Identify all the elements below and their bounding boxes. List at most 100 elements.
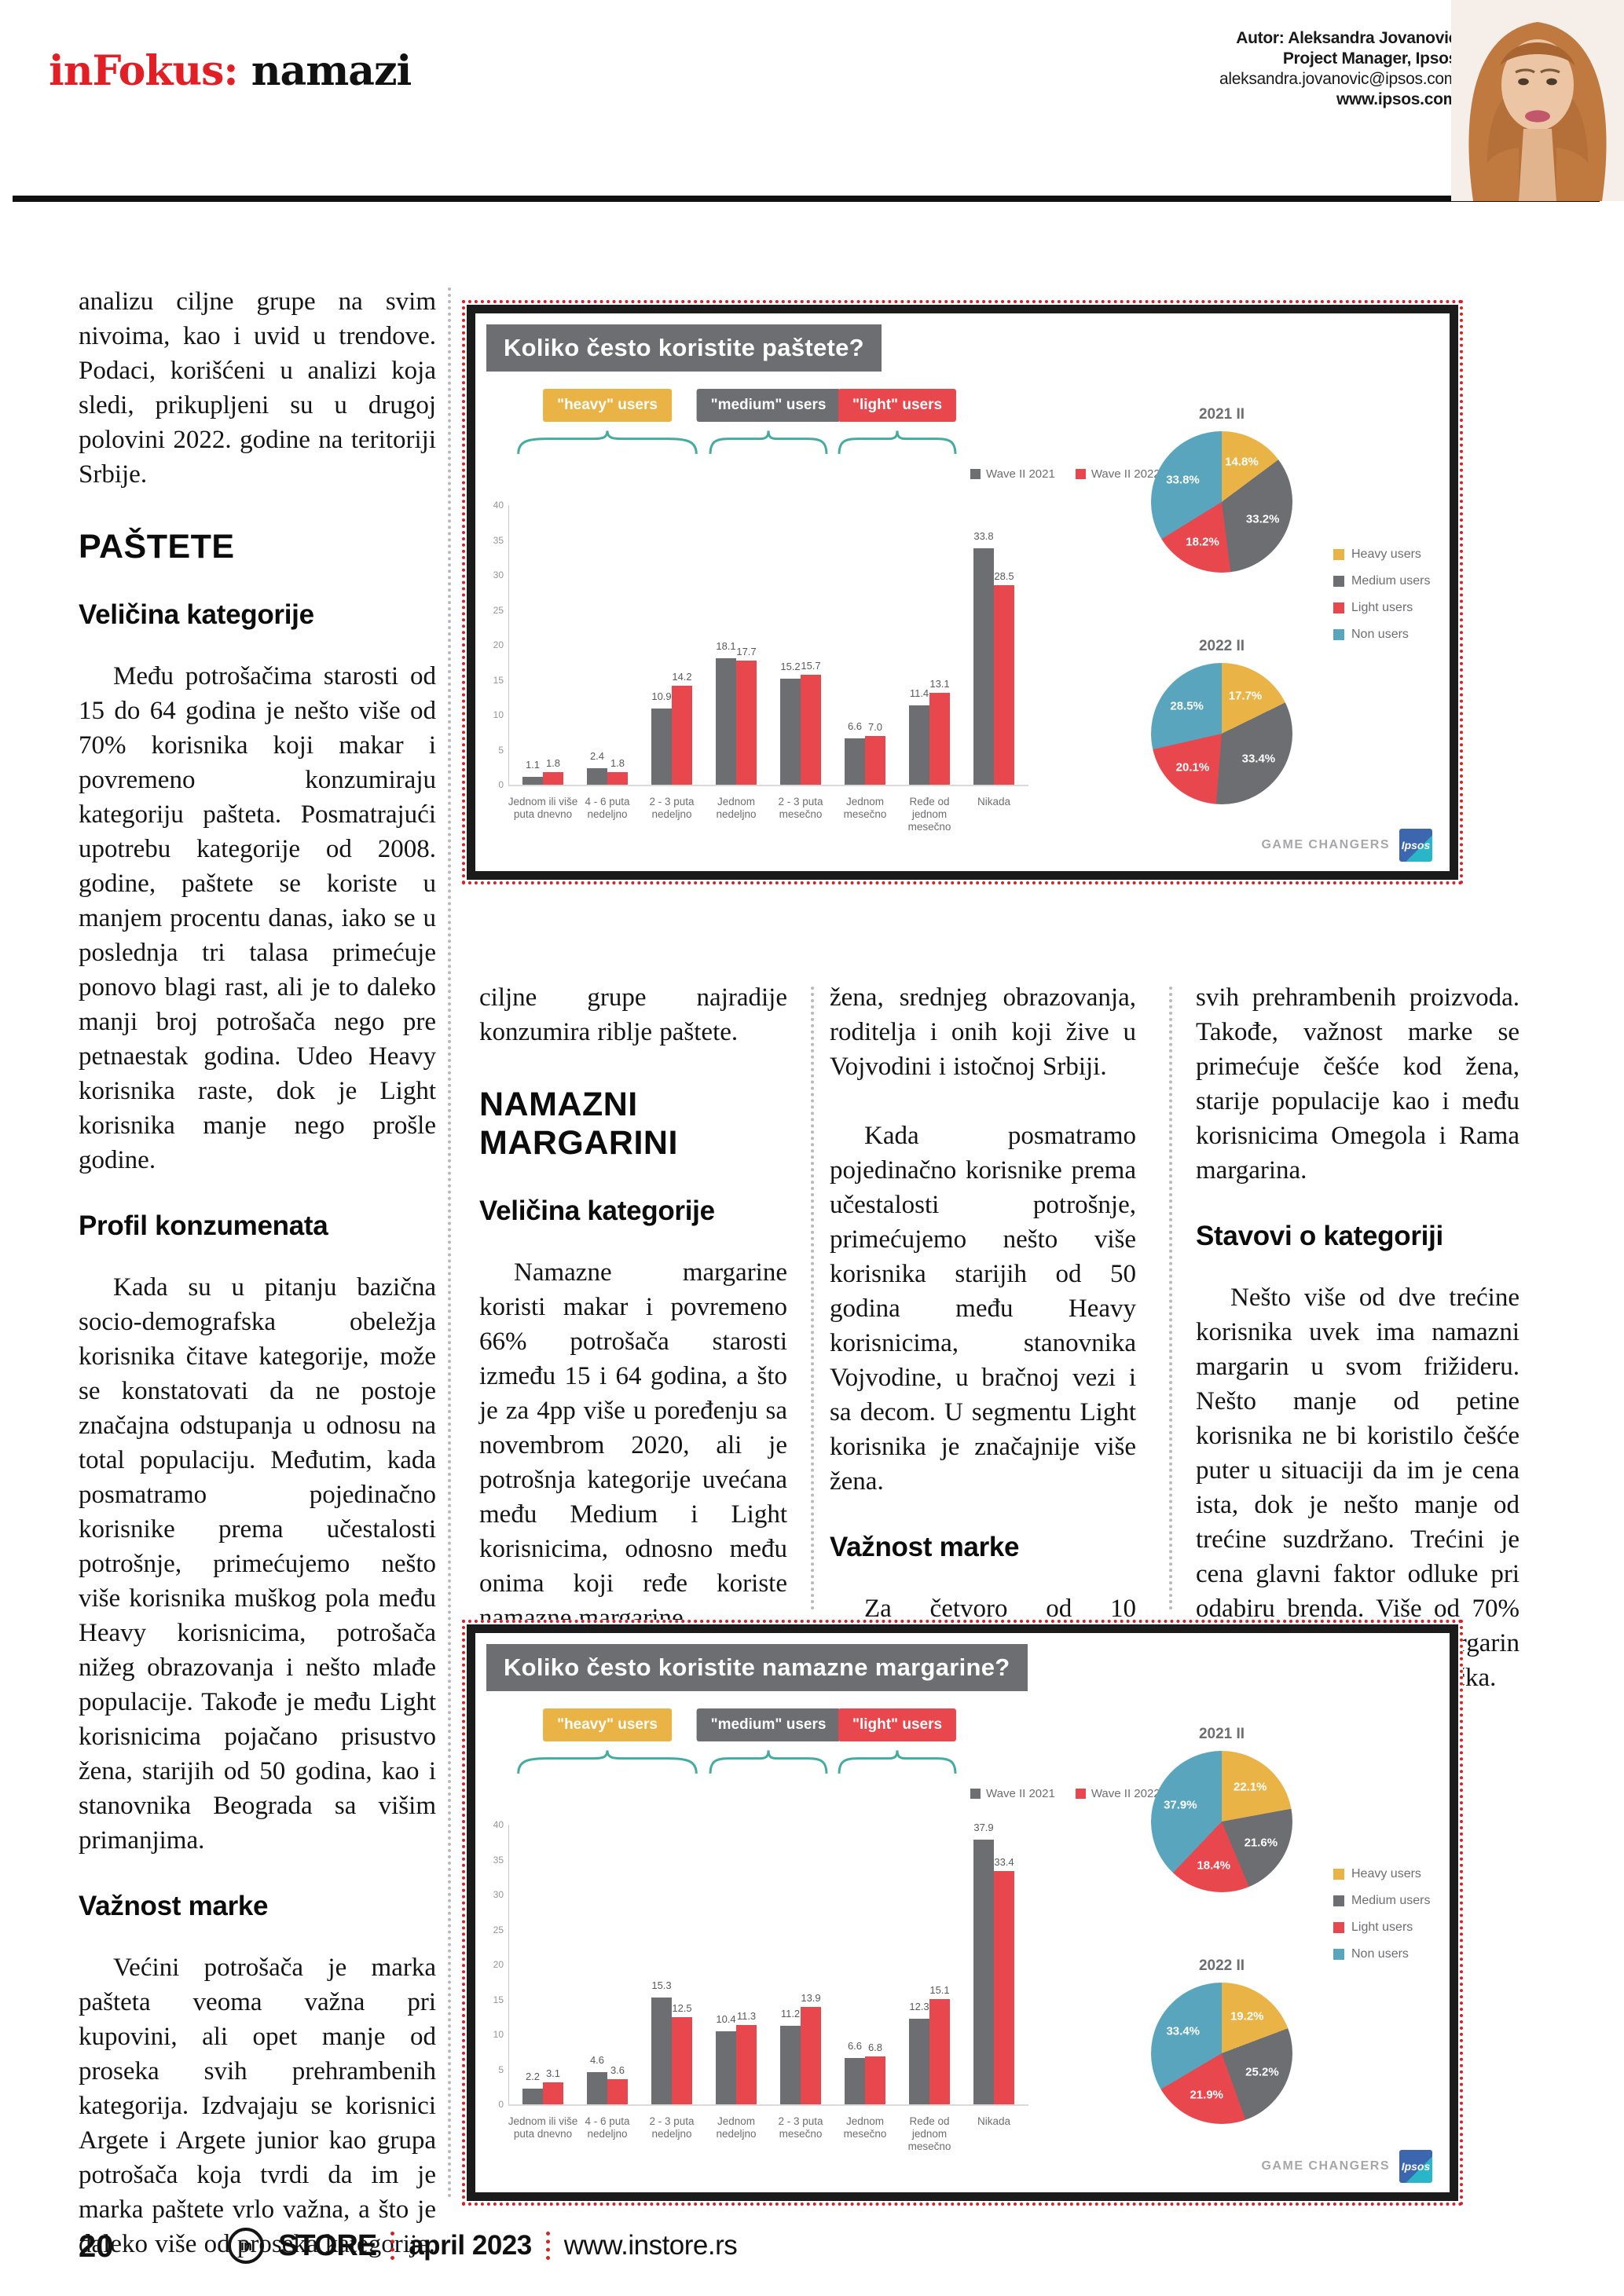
bar-value-label: 17.7 <box>736 646 757 657</box>
column-separator <box>811 987 814 1610</box>
bar <box>736 661 757 785</box>
pie-title: 2021 II <box>1198 406 1245 423</box>
y-tick-label: 25 <box>493 604 504 616</box>
bar-value-label: 33.8 <box>973 530 994 542</box>
y-tick-label: 25 <box>493 1924 504 1935</box>
bar-value-label: 13.9 <box>801 1992 821 2004</box>
bar <box>909 705 929 785</box>
section-title-black: namazi <box>251 47 412 95</box>
segment-label: "medium" users <box>696 1708 841 1741</box>
pie-legend: Heavy users Medium users Light users Non us… <box>1333 547 1430 642</box>
paragraph: analizu ciljne grupe na svim nivoima, ka… <box>79 287 436 489</box>
brace-icon <box>708 1748 829 1774</box>
bar-value-label: 18.1 <box>716 640 736 652</box>
bar <box>865 736 885 785</box>
bar-value-label: 6.8 <box>867 2041 883 2053</box>
series-legend: Wave II 2021 Wave II 2022 <box>970 467 1160 481</box>
bar-value-label: 13.1 <box>929 678 950 690</box>
header-rule <box>13 196 1600 202</box>
pie-legend-label: Light users <box>1351 601 1413 614</box>
bar <box>845 738 865 785</box>
x-tick-label: Nikada <box>977 796 1011 807</box>
bar-value-label: 3.6 <box>610 2064 625 2076</box>
sub-heading: Profil konzumenata <box>79 1210 328 1241</box>
y-tick-label: 40 <box>493 500 504 511</box>
x-tick-label: Jednom nedeljno <box>716 2115 757 2140</box>
bar <box>522 777 543 785</box>
chart-brand: GAME CHANGERS Ipsos <box>1261 829 1432 862</box>
pie-chart <box>1151 663 1292 804</box>
author-photo <box>1451 0 1624 201</box>
segment-label: "light" users <box>838 1708 957 1741</box>
x-axis-line <box>508 2104 1028 2106</box>
pie-legend-label: Medium users <box>1351 1894 1431 1907</box>
bar <box>651 1998 672 2104</box>
y-tick-label: 20 <box>493 639 504 650</box>
author-role: Project Manager, Ipsos <box>1282 49 1457 68</box>
pie-slice-label: 37.9% <box>1164 1798 1197 1812</box>
pie-legend-swatch <box>1333 602 1344 613</box>
segment-label: "medium" users <box>696 389 841 422</box>
section-heading: PAŠTETE <box>79 528 235 566</box>
pie-legend-item: Medium users <box>1333 1894 1430 1908</box>
bar <box>607 2079 628 2104</box>
bar-value-label: 33.4 <box>994 1856 1014 1868</box>
legend-label: Wave II 2021 <box>986 1787 1055 1800</box>
author-email: aleksandra.jovanovic@ipsos.com <box>1219 70 1457 88</box>
x-tick-label: Ređe od jednom mesečno <box>907 796 951 833</box>
x-tick-label: Jednom nedeljno <box>716 796 757 820</box>
pie-legend-swatch <box>1333 549 1344 560</box>
column-separator <box>448 287 451 2199</box>
pie-slice-label: 20.1% <box>1175 760 1210 774</box>
bar <box>973 548 994 785</box>
bar-value-label: 6.6 <box>847 720 863 732</box>
bar-value-label: 11.3 <box>736 2010 757 2022</box>
y-tick-label: 20 <box>493 1959 504 1970</box>
y-tick-label: 15 <box>493 674 504 686</box>
x-axis-line <box>508 785 1028 786</box>
pie-slice-label: 17.7% <box>1228 689 1263 703</box>
bar-value-label: 2.4 <box>589 750 605 762</box>
ipsos-logo: Ipsos <box>1399 2150 1432 2183</box>
pie-slice-label: 18.2% <box>1186 535 1219 549</box>
game-changers-label: GAME CHANGERS <box>1261 2159 1390 2173</box>
legend-item: Wave II 2021 <box>970 467 1055 481</box>
chart-pastete-frame: Koliko često koristite paštete? 0 5 10 15 20 2… <box>467 305 1458 880</box>
x-tick-label: Jednom mesečno <box>843 2115 887 2140</box>
pie-slice-label: 21.9% <box>1190 2088 1224 2102</box>
chart-pastete-canvas: Koliko često koristite paštete? 0 5 10 15 20 2… <box>475 313 1450 871</box>
legend-swatch <box>970 1789 981 1799</box>
legend-item: Wave II 2022 <box>1075 467 1160 481</box>
legend-label: Wave II 2021 <box>986 467 1055 481</box>
magazine-website: www.instore.rs <box>563 2230 738 2261</box>
paragraph: ciljne grupe najradije konzumira riblje … <box>479 983 787 1046</box>
pie-title: 2021 II <box>1198 1726 1245 1742</box>
sub-heading: Stavovi o kategoriji <box>79 2294 436 2296</box>
legend-swatch <box>1075 1789 1086 1799</box>
x-tick-label: Ređe od jednom mesečno <box>907 2115 951 2152</box>
bar <box>587 2072 607 2104</box>
pie-title: 2022 II <box>1198 1957 1245 1974</box>
bar-value-label: 14.2 <box>672 671 692 683</box>
chart-margarini-canvas: Koliko često koristite namazne margarine… <box>475 1633 1450 2192</box>
bar-value-label: 15.1 <box>929 1984 950 1996</box>
brace-icon <box>837 1748 958 1774</box>
bar <box>522 2089 543 2104</box>
section-heading: NAMAZNI MARGARINI <box>479 1086 678 1162</box>
pie-chart <box>1151 431 1292 573</box>
pie-legend-swatch <box>1333 1922 1344 1933</box>
pie-legend-swatch <box>1333 629 1344 640</box>
bar-value-label: 10.9 <box>651 690 672 702</box>
pie-chart <box>1151 1751 1292 1892</box>
bar <box>865 2056 885 2104</box>
y-axis-line <box>508 1825 509 2104</box>
bar <box>716 2031 736 2104</box>
bar-value-label: 28.5 <box>994 570 1014 582</box>
bar-value-label: 12.5 <box>672 2002 692 2014</box>
pie-legend-item: Light users <box>1333 1921 1430 1935</box>
bar-value-label: 6.6 <box>847 2040 863 2052</box>
pie-slice-label: 28.5% <box>1170 699 1204 713</box>
x-tick-label: Nikada <box>977 2115 1011 2127</box>
chart-margarini: Koliko često koristite namazne margarine… <box>462 1620 1463 2206</box>
author-portrait-illustration <box>1451 0 1624 201</box>
